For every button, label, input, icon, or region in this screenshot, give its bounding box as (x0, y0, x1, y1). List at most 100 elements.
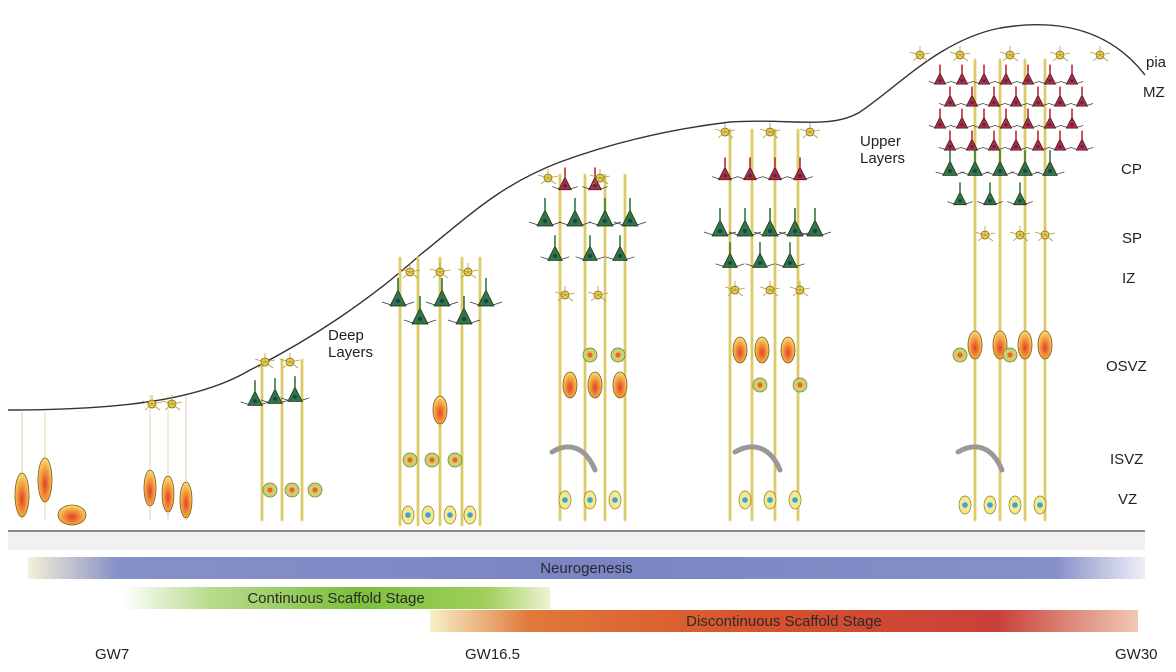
basal-dendrite (1038, 81, 1046, 84)
basal-dendrite (1020, 103, 1028, 106)
interneuron-process (144, 403, 153, 411)
neuron-nucleus (1070, 123, 1074, 127)
pyramidal-neuron (786, 219, 804, 237)
neuron-nucleus (938, 123, 942, 127)
basal-dendrite (938, 147, 946, 150)
ventricle-shadow (8, 532, 1145, 550)
neuron-nucleus (572, 218, 578, 224)
label-mz: MZ (1143, 84, 1165, 101)
basal-dendrite (613, 221, 624, 226)
interneuron-process (984, 234, 994, 242)
basal-dendrite (1026, 103, 1034, 106)
interneuron-process (974, 231, 986, 236)
progenitor-nucleus (615, 352, 621, 358)
pyramidal-neuron (806, 219, 824, 237)
pial-surface-line (7, 24, 1146, 411)
neurogenesis-bar: Neurogenesis (28, 557, 1145, 579)
interneuron-process (1019, 234, 1029, 242)
basal-dendrite (965, 201, 973, 205)
pyramidal-neuron (1031, 94, 1045, 107)
upper-layers-line1: Upper (860, 133, 901, 150)
interneuron-process (279, 358, 291, 363)
pyramidal-neuron (983, 191, 997, 206)
pyramidal-neuron (287, 386, 303, 402)
interneuron-process (457, 268, 469, 273)
pyramidal-neuron (411, 307, 429, 325)
basal-dendrite (1070, 147, 1078, 150)
deep-layers-line2: Layers (328, 344, 374, 361)
interneuron-process (724, 286, 736, 291)
dividing-cell (57, 504, 87, 526)
progenitor-nucleus (957, 352, 963, 358)
basal-dendrite (994, 81, 1002, 84)
pyramidal-neuron (1009, 94, 1023, 107)
interneuron-process (959, 54, 969, 62)
interneuron-process (799, 287, 811, 291)
neuron-nucleus (553, 253, 557, 258)
pyramidal-neuron (1009, 138, 1023, 151)
interneuron-process (949, 51, 961, 56)
pyramidal-neuron (588, 176, 602, 191)
outer-radial-glia-process (549, 444, 598, 473)
basal-dendrite (995, 201, 1003, 205)
ventricular-nucleus (425, 512, 431, 518)
neuron-nucleus (1048, 123, 1052, 127)
basal-dendrite (1076, 81, 1084, 84)
radial-glia-body (37, 457, 53, 503)
pyramidal-neuron (933, 116, 947, 129)
neuron-nucleus (973, 168, 977, 173)
radial-glia-body (1037, 330, 1053, 360)
basal-dendrite (976, 103, 984, 106)
interneuron-process (587, 291, 599, 296)
basal-dendrite (1048, 103, 1056, 106)
pyramidal-neuron (1065, 116, 1079, 129)
pyramidal-neuron (1075, 138, 1089, 151)
basal-dendrite (935, 171, 944, 175)
neurogenesis-label: Neurogenesis (540, 559, 633, 577)
interneuron-process (151, 403, 161, 411)
basal-dendrite (726, 231, 737, 236)
interneuron-process (952, 54, 961, 62)
neuron-nucleus (439, 298, 445, 304)
basal-dendrite (570, 186, 578, 190)
neuron-nucleus (728, 260, 732, 265)
basal-dendrite (552, 186, 560, 190)
label-sp: SP (1122, 230, 1143, 247)
basal-dendrite (736, 263, 745, 267)
basal-dendrite (588, 221, 599, 226)
basal-dendrite (950, 81, 958, 84)
basal-dendrite (558, 221, 569, 226)
pyramidal-neuron (1043, 72, 1057, 85)
interneuron-process (1009, 54, 1019, 62)
basal-dendrite (977, 201, 985, 205)
pyramidal-neuron (955, 116, 969, 129)
basal-dendrite (762, 176, 770, 180)
radial-glia-body (587, 371, 603, 399)
interneuron-process (919, 54, 929, 62)
label-iz: IZ (1122, 270, 1136, 287)
radial-glia-body (143, 469, 157, 507)
interneuron-process (959, 52, 971, 56)
neuron-nucleus (593, 184, 597, 188)
basal-dendrite (1086, 147, 1094, 150)
neuron-nucleus (602, 218, 608, 224)
pyramidal-neuron (1021, 116, 1035, 129)
interneuron-process (429, 268, 441, 273)
ventricular-nucleus (587, 497, 593, 503)
basal-dendrite (1031, 171, 1040, 175)
basal-dendrite (1064, 103, 1072, 106)
neuron-nucleus (792, 228, 798, 234)
neuron-nucleus (748, 174, 752, 178)
interneuron-process (734, 287, 746, 291)
basal-dendrite (1038, 125, 1046, 128)
radial-glia-body (754, 336, 770, 364)
neuron-nucleus (948, 168, 952, 173)
radial-glia-body (432, 395, 448, 425)
basal-dendrite (715, 263, 724, 267)
neuron-nucleus (948, 145, 952, 149)
interneuron-process (1059, 54, 1069, 62)
interneuron-process (589, 174, 601, 179)
basal-dendrite (787, 176, 795, 180)
basal-dendrite (611, 221, 622, 226)
ventricular-nucleus (612, 497, 618, 503)
